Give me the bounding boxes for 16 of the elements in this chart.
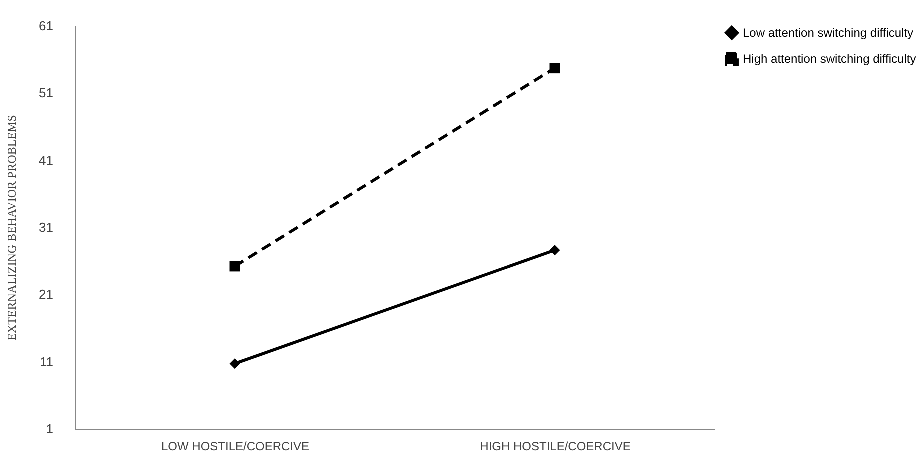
x-tick-label: LOW HOSTILE/COERCIVE [161, 440, 310, 454]
y-tick-label: 41 [39, 152, 54, 168]
y-tick-label: 11 [40, 354, 54, 370]
point [230, 261, 240, 272]
y-axis-title: EXTERNALIZING BEHAVIOR PROBLEMS [5, 115, 20, 341]
point [550, 63, 560, 74]
y-tick-label: 21 [39, 287, 54, 302]
y-tick-label: 61 [39, 18, 54, 34]
legend-label: High attention switching difficulty [743, 52, 916, 66]
y-tick-label: 1 [46, 422, 54, 436]
legend-label: Low attention switching difficulty [743, 26, 914, 40]
y-tick-label: 31 [39, 220, 54, 235]
point [230, 358, 240, 370]
x-tick-label: HIGH HOSTILE/COERCIVE [480, 440, 631, 454]
point [550, 245, 560, 256]
y-tick-label: 51 [39, 86, 54, 101]
